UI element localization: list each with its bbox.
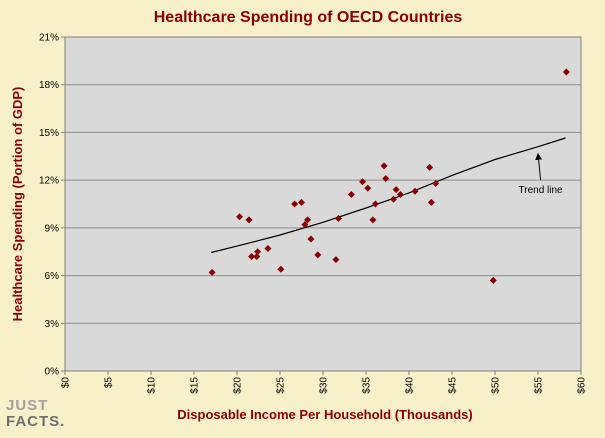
data-point bbox=[489, 276, 497, 284]
data-point bbox=[332, 256, 340, 264]
y-tick-label: 3% bbox=[45, 319, 60, 330]
x-tick-label: $0 bbox=[61, 377, 72, 389]
trend-line bbox=[211, 137, 566, 254]
annotation-arrow bbox=[535, 152, 543, 180]
x-tick-label: $10 bbox=[147, 377, 158, 394]
x-tick-label: $15 bbox=[190, 377, 201, 394]
data-point bbox=[427, 198, 435, 206]
data-point bbox=[392, 186, 400, 194]
data-point bbox=[291, 200, 299, 208]
y-tick-label: 6% bbox=[45, 271, 60, 282]
y-tick-label: 15% bbox=[39, 128, 59, 139]
x-tick-label: $40 bbox=[405, 377, 416, 394]
data-point bbox=[411, 187, 419, 195]
data-point bbox=[396, 190, 404, 198]
just-facts-logo: JUST FACTS. bbox=[6, 398, 68, 434]
data-point bbox=[277, 265, 285, 273]
data-point bbox=[562, 68, 570, 76]
annotation-label: Trend line bbox=[519, 185, 564, 196]
y-tick-label: 0% bbox=[45, 367, 60, 378]
data-point bbox=[347, 190, 355, 198]
data-point bbox=[301, 221, 309, 229]
x-tick-label: $30 bbox=[319, 377, 330, 394]
data-point bbox=[369, 216, 377, 224]
data-point bbox=[380, 162, 388, 170]
data-point bbox=[390, 195, 398, 203]
data-point bbox=[236, 213, 244, 221]
data-point bbox=[364, 184, 372, 192]
x-tick-label: $45 bbox=[448, 377, 459, 394]
data-point bbox=[314, 251, 322, 259]
data-point bbox=[264, 245, 272, 253]
y-axis-label: Healthcare Spending (Portion of GDP) bbox=[10, 87, 25, 322]
data-point bbox=[248, 252, 256, 260]
data-point bbox=[254, 248, 262, 256]
logo-line-1: JUST bbox=[6, 397, 49, 414]
x-tick-label: $50 bbox=[491, 377, 502, 394]
data-point bbox=[426, 163, 434, 171]
y-tick-label: 12% bbox=[39, 176, 59, 187]
x-tick-label: $35 bbox=[362, 377, 373, 394]
data-point bbox=[371, 200, 379, 208]
data-point bbox=[253, 252, 261, 260]
data-point bbox=[298, 198, 305, 206]
data-point bbox=[208, 268, 216, 276]
x-tick-label: $25 bbox=[276, 377, 287, 394]
data-point bbox=[304, 216, 312, 224]
x-tick-label: $5 bbox=[104, 377, 115, 389]
data-point bbox=[245, 216, 253, 224]
logo-line-2: FACTS. bbox=[6, 413, 66, 430]
x-axis-label: Disposable Income Per Household (Thousan… bbox=[177, 407, 472, 422]
y-tick-label: 21% bbox=[39, 33, 59, 44]
x-tick-label: $60 bbox=[577, 377, 588, 394]
y-tick-label: 18% bbox=[39, 80, 59, 91]
data-point bbox=[359, 178, 367, 186]
x-tick-label: $55 bbox=[534, 377, 545, 394]
data-point bbox=[382, 175, 390, 183]
data-point bbox=[334, 214, 342, 222]
y-tick-label: 9% bbox=[45, 223, 60, 234]
plot-area bbox=[65, 37, 581, 371]
data-point bbox=[307, 235, 315, 243]
data-point bbox=[432, 179, 440, 187]
x-tick-label: $20 bbox=[233, 377, 244, 394]
chart-title: Healthcare Spending of OECD Countries bbox=[154, 9, 463, 26]
